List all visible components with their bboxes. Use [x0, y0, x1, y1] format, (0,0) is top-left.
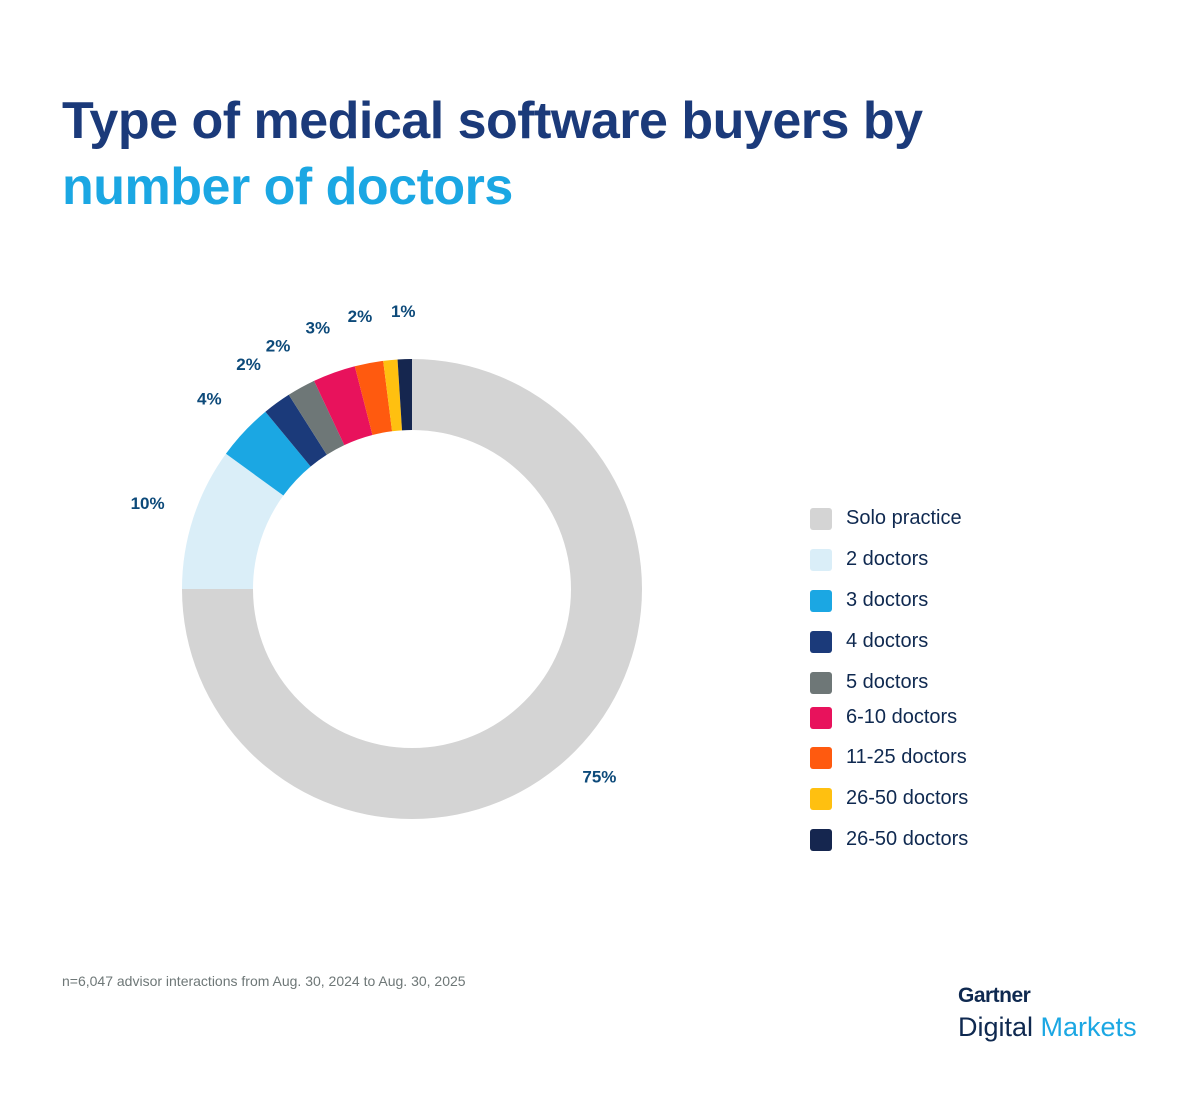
legend-label: 3 doctors: [846, 589, 929, 611]
logo-sub2: Markets: [1040, 1012, 1137, 1042]
data-label: 75%: [582, 767, 616, 786]
slice-3-doctors: [225, 411, 311, 496]
legend-item: 6-10 doctors: [810, 706, 957, 729]
legend-swatch: [810, 706, 832, 729]
footnote: n=6,047 advisor interactions from Aug. 3…: [62, 973, 466, 989]
data-label: 2%: [348, 307, 373, 326]
legend-swatch: [810, 589, 832, 612]
legend-item: 26-50 doctors: [810, 828, 968, 851]
title-line-1: Type of medical software buyers by: [62, 92, 923, 150]
legend-item: 5 doctors: [810, 671, 928, 694]
legend-label: Solo practice: [846, 507, 962, 529]
data-label: 4%: [197, 390, 222, 409]
legend-item: Solo practice: [810, 507, 962, 530]
legend-swatch: [810, 630, 832, 653]
data-label: 1%: [391, 302, 416, 321]
legend-swatch: [810, 671, 832, 694]
slice-26-50-doctors: [383, 359, 403, 432]
slice-solo-practice: [182, 359, 642, 819]
legend-item: 11-25 doctors: [810, 746, 967, 769]
legend-label: 2 doctors: [846, 548, 929, 570]
legend-item: 4 doctors: [810, 630, 928, 653]
logo-brand: Gartner: [958, 984, 1031, 1007]
legend-swatch: [810, 746, 832, 769]
legend-swatch: [810, 548, 832, 571]
data-label: 2%: [266, 336, 291, 355]
slice-5-doctors: [288, 380, 345, 455]
gartner-logo: Gartner Digital Markets: [958, 984, 1137, 1043]
title-line-2: number of doctors: [62, 158, 513, 216]
legend-item: 3 doctors: [810, 589, 928, 612]
chart-title: Type of medical software buyers by numbe…: [62, 88, 923, 220]
data-label: 2%: [236, 355, 261, 374]
slice-4-doctors: [265, 394, 327, 467]
data-label: 3%: [306, 318, 331, 337]
logo-sub1: Digital: [958, 1012, 1034, 1042]
legend-label: 4 doctors: [846, 630, 929, 652]
data-label: 10%: [131, 494, 165, 513]
legend-label: 6-10 doctors: [846, 706, 958, 728]
slice-6-10-doctors: [314, 366, 373, 446]
legend-item: 2 doctors: [810, 548, 928, 571]
slice-2-doctors: [182, 453, 284, 589]
legend-label: 11-25 doctors: [846, 746, 967, 768]
legend-label: 26-50 doctors: [846, 828, 969, 850]
legend-swatch: [810, 828, 832, 851]
slice-26-50-doctors: [397, 359, 412, 431]
legend-label: 26-50 doctors: [846, 787, 969, 809]
legend-item: 26-50 doctors: [810, 787, 968, 810]
donut-chart: 75% 10% 4% 2% 2% 3% 2% 1%: [131, 302, 642, 819]
legend-swatch: [810, 507, 832, 530]
legend-swatch: [810, 787, 832, 810]
slice-11-25-doctors: [354, 360, 393, 435]
logo-subtitle: Digital Markets: [958, 1012, 1137, 1043]
legend-label: 5 doctors: [846, 671, 929, 693]
